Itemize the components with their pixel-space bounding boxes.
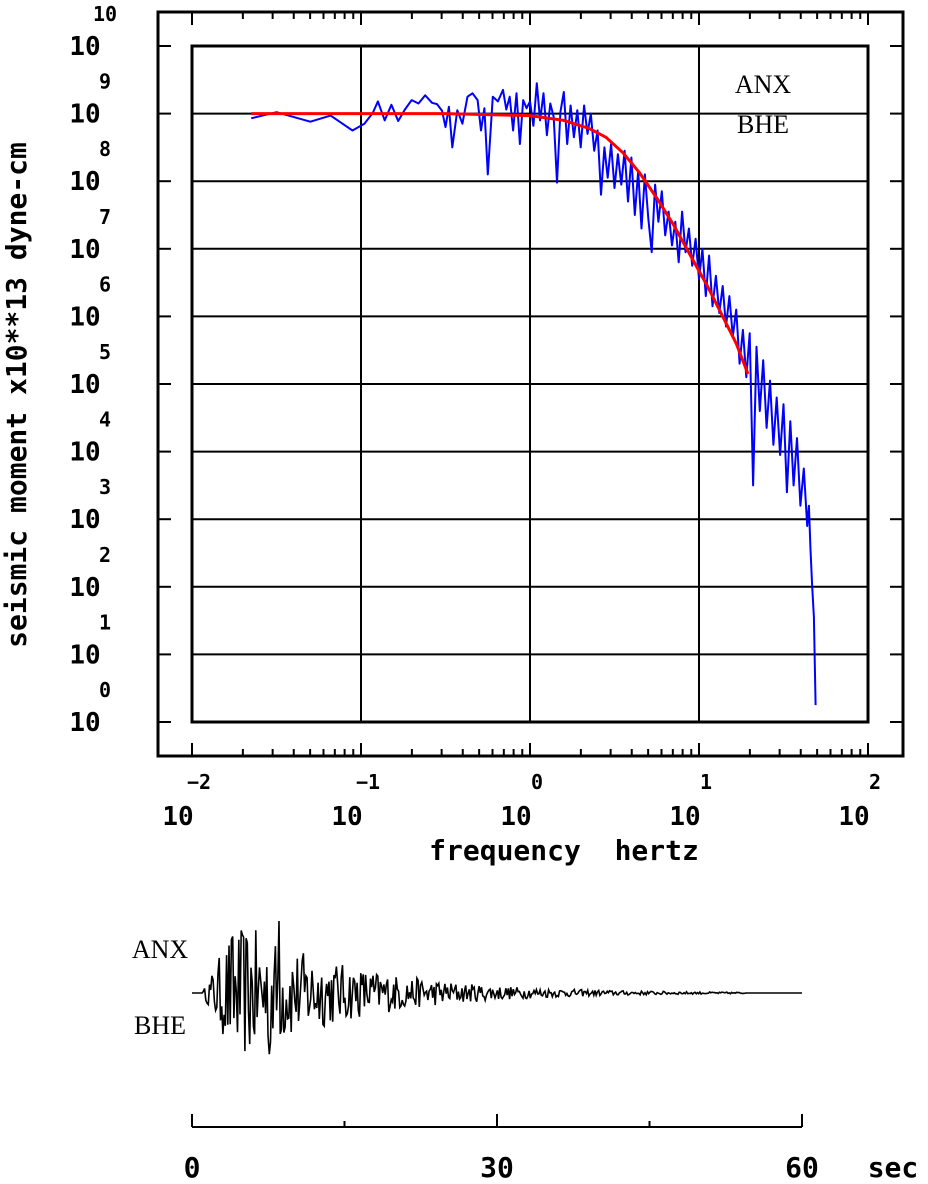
- y-tick-label-base: 10: [69, 438, 100, 468]
- y-tick-label-exponent: 1: [99, 610, 111, 634]
- y-tick-label-exponent: 3: [99, 475, 111, 499]
- y-tick-label-exponent: 6: [99, 272, 111, 296]
- x-tick-label-base: 10: [838, 802, 869, 832]
- x-tick-label-base: 10: [669, 802, 700, 832]
- y-tick-label-base: 10: [69, 167, 100, 197]
- y-axis-ticks: 10 0 10 1 10 2 10 3 10 4 10 5 10 6 10 7 10 8 10 9 10 10: [69, 2, 903, 738]
- y-tick-label-exponent: 2: [99, 543, 111, 567]
- fitted-model-curve: [251, 112, 750, 375]
- plot-box: [190, 44, 870, 724]
- y-tick-label-exponent: 0: [99, 678, 111, 702]
- y-tick-label-base: 10: [69, 708, 100, 738]
- time-tick-label: 30: [480, 1151, 514, 1184]
- y-tick-label-exponent: 5: [99, 340, 111, 364]
- x-tick-label-exponent: −2: [187, 770, 211, 794]
- seismogram-component-label: BHE: [134, 1011, 186, 1040]
- x-tick-label-exponent: 0: [531, 770, 543, 794]
- spectrum-grid: [192, 46, 868, 722]
- spectrum-component-label: BHE: [737, 110, 789, 139]
- time-tick-label: 60: [785, 1151, 819, 1184]
- spectrum-series: [250, 82, 817, 706]
- x-tick-label-exponent: 1: [700, 770, 712, 794]
- y-tick-label-exponent: 7: [99, 205, 111, 229]
- seismogram-station-label: ANX: [132, 935, 189, 964]
- y-tick-label-base: 10: [69, 235, 100, 265]
- y-tick-label-base: 10: [69, 505, 100, 535]
- seismogram-trace: [192, 920, 802, 1055]
- y-tick-label-exponent: 8: [99, 137, 111, 161]
- y-tick-label-exponent: 9: [99, 70, 111, 94]
- time-axis: 0 30 60: [184, 1114, 819, 1184]
- observed-spectrum-line: [250, 82, 817, 706]
- x-tick-label-base: 10: [500, 802, 531, 832]
- y-tick-label-base: 10: [69, 32, 100, 62]
- y-tick-label-base: 10: [69, 100, 100, 130]
- x-tick-label-base: 10: [162, 802, 193, 832]
- y-tick-label-base: 10: [69, 370, 100, 400]
- time-axis-unit: sec: [868, 1151, 919, 1184]
- time-tick-label: 0: [184, 1151, 201, 1184]
- spectrum-station-label: ANX: [735, 70, 792, 99]
- x-tick-label-exponent: 2: [869, 770, 881, 794]
- y-tick-label-base: 10: [69, 640, 100, 670]
- x-axis-label: frequency hertz: [429, 834, 699, 867]
- y-tick-label-exponent: 10: [93, 2, 117, 26]
- y-tick-label-base: 10: [69, 573, 100, 603]
- x-tick-label-base: 10: [331, 802, 362, 832]
- y-tick-label-exponent: 4: [99, 408, 111, 432]
- y-tick-label-base: 10: [69, 302, 100, 332]
- y-axis-label: seismic moment x10**13 dyne-cm: [0, 142, 33, 648]
- seismogram: [192, 920, 802, 1055]
- x-tick-label-exponent: −1: [356, 770, 380, 794]
